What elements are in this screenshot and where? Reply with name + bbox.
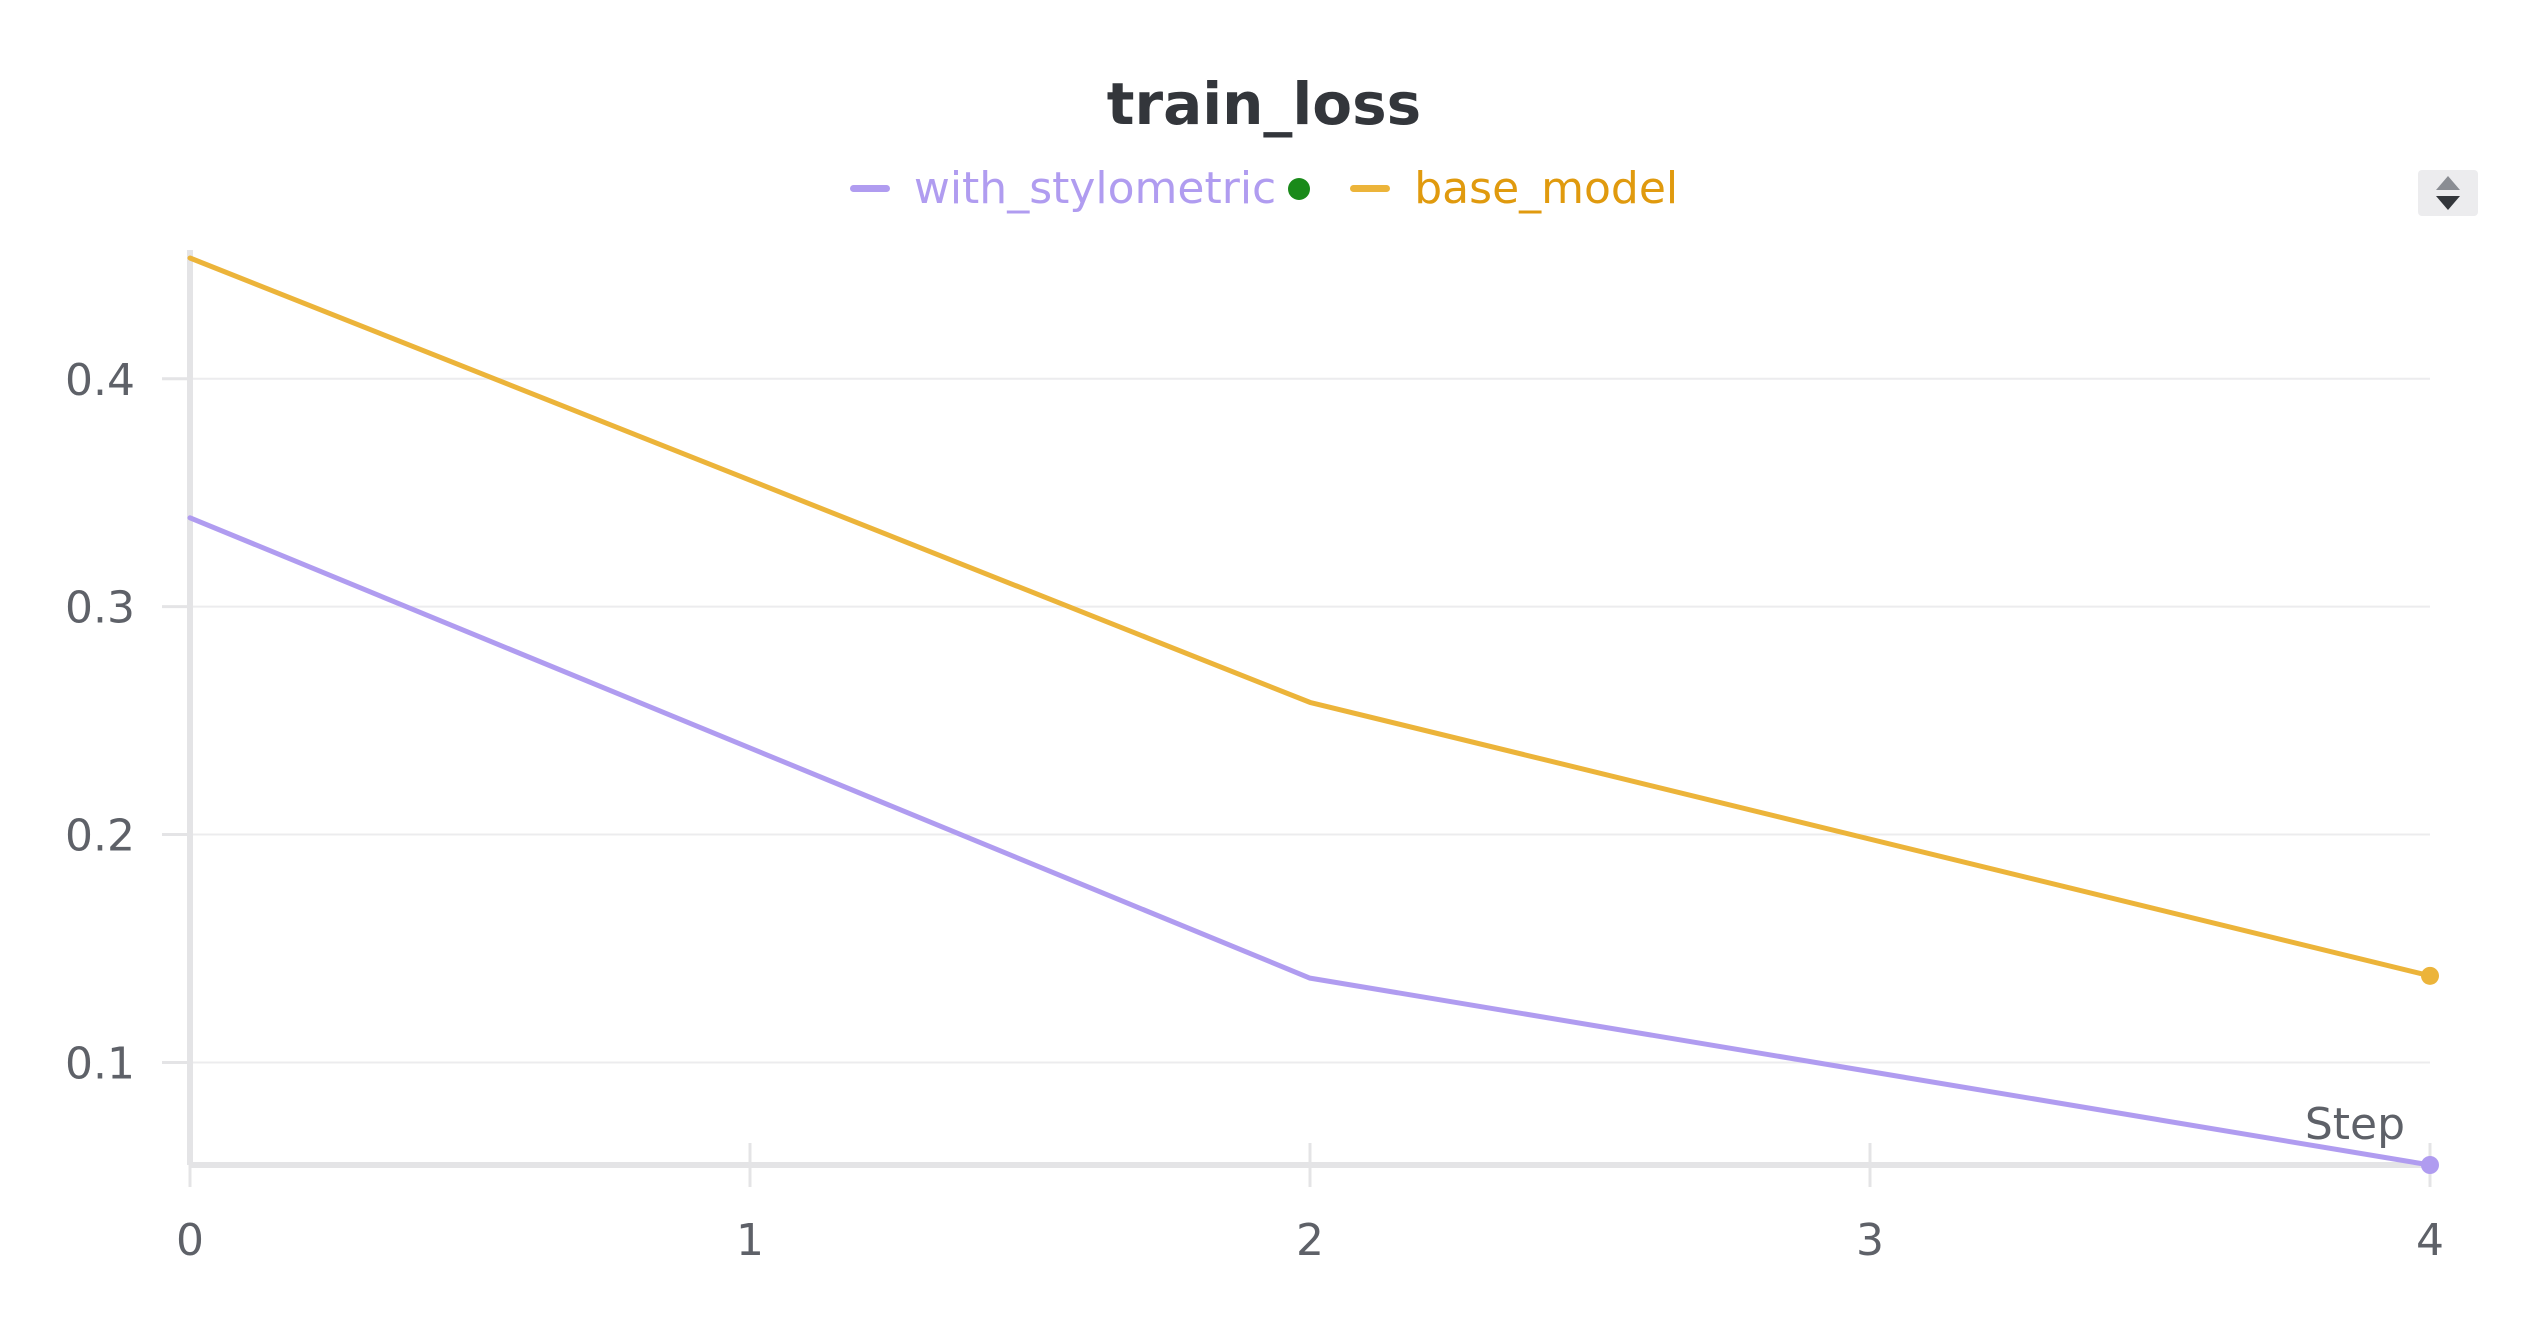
legend-swatch-with-stylometric — [849, 185, 890, 192]
chart-title: train_loss — [1106, 70, 1422, 138]
y-tick-label: 0.4 — [65, 355, 135, 406]
x-tick-label: 3 — [1856, 1215, 1884, 1266]
chevron-down-icon[interactable] — [2436, 196, 2460, 210]
y-tick-label: 0.1 — [65, 1038, 135, 1089]
x-tick-label: 0 — [176, 1215, 204, 1266]
legend: with_stylometric base_model — [0, 163, 2528, 214]
y-tick-label: 0.3 — [65, 583, 135, 634]
series-endpoint-base_model — [2421, 966, 2439, 985]
status-dot-icon — [1288, 177, 1311, 200]
series-line-base_model — [187, 255, 2433, 979]
legend-scroll-arrows-icon[interactable] — [2418, 170, 2478, 216]
legend-item-with-stylometric[interactable]: with_stylometric — [849, 163, 1350, 214]
x-tick-label: 4 — [2416, 1215, 2444, 1266]
chevron-up-icon[interactable] — [2436, 176, 2460, 190]
y-tick-label: 0.2 — [65, 811, 135, 862]
legend-item-base-model[interactable]: base_model — [1350, 163, 1678, 214]
legend-label-with-stylometric: with_stylometric — [913, 163, 1277, 214]
x-tick-label: 2 — [1296, 1215, 1324, 1266]
legend-label-base-model: base_model — [1414, 163, 1679, 214]
x-tick-label: 1 — [736, 1215, 764, 1266]
legend-swatch-base-model — [1350, 185, 1391, 192]
x-axis-label: Step — [2305, 1099, 2405, 1150]
series-endpoint-with_stylometric — [2421, 1156, 2439, 1174]
series-line-with_stylometric — [187, 515, 2433, 1168]
